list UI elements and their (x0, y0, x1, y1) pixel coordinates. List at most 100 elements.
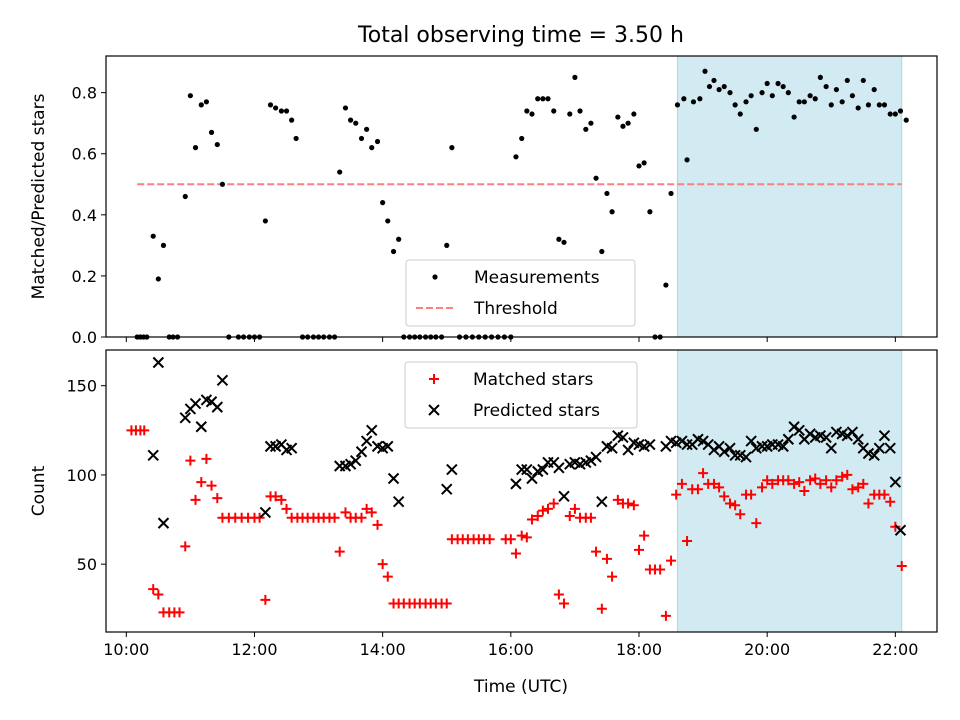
data-point-matched (505, 534, 516, 545)
data-point-predicted (894, 524, 907, 536)
data-point-predicted (681, 438, 693, 451)
data-point (198, 102, 204, 108)
data-point-matched (601, 553, 612, 564)
data-point (844, 77, 850, 84)
data-point-matched (751, 518, 762, 529)
legend-marker-dot (432, 274, 438, 280)
data-point-predicted (841, 429, 853, 442)
data-point-matched (591, 546, 602, 557)
data-point-predicted (782, 433, 795, 445)
data-point-matched (757, 482, 768, 493)
data-point-predicted (889, 476, 902, 488)
data-point (369, 145, 375, 151)
data-point-matched (596, 603, 607, 614)
data-point (561, 239, 567, 245)
data-point (364, 126, 370, 132)
data-point-predicted (392, 496, 405, 508)
data-point-matched (180, 541, 191, 552)
data-point (593, 175, 599, 181)
data-point (385, 218, 391, 224)
data-point (881, 102, 888, 108)
data-point-predicted (740, 451, 752, 463)
data-point-matched (633, 544, 644, 555)
data-point-predicted (382, 440, 394, 453)
data-point (192, 145, 199, 151)
y-tick-label: 150 (66, 377, 97, 396)
data-point (208, 129, 215, 135)
data-point-matched (521, 532, 532, 543)
data-point-predicted (745, 435, 757, 447)
data-point (684, 157, 690, 163)
data-point (293, 135, 299, 142)
data-point (353, 120, 359, 126)
legend-label: Threshold (473, 299, 558, 319)
data-point (663, 282, 669, 288)
data-point-predicted (179, 412, 191, 424)
data-point-matched (553, 589, 564, 600)
data-point (812, 96, 818, 102)
data-point-matched (510, 548, 521, 559)
x-tick-label: 16:00 (488, 640, 534, 659)
x-tick-label: 22:00 (872, 640, 918, 659)
data-point-matched (714, 482, 725, 493)
data-point-predicted (355, 446, 368, 458)
y-tick-label: 0.4 (72, 206, 97, 225)
y-tick-label: 0.0 (72, 328, 97, 347)
data-point (214, 141, 220, 148)
data-point-matched (340, 507, 351, 518)
data-point (748, 93, 754, 99)
y-tick-label: 50 (77, 555, 97, 574)
data-point-matched (190, 494, 201, 505)
data-point (267, 102, 274, 108)
legend-box (405, 259, 636, 327)
data-point-predicted (606, 442, 618, 454)
data-point-matched (185, 455, 196, 466)
shaded-interval (676, 349, 903, 633)
data-point-matched (276, 494, 287, 505)
data-point (337, 169, 343, 175)
data-point-matched (799, 486, 810, 496)
data-point-predicted (216, 374, 229, 387)
data-point-predicted (553, 462, 565, 474)
data-point (625, 120, 631, 126)
data-point (807, 93, 813, 99)
data-point-matched (858, 478, 869, 489)
data-point (706, 83, 713, 90)
x-tick-label: 14:00 (360, 640, 406, 659)
data-point-matched (885, 496, 896, 507)
data-point-predicted (777, 440, 789, 453)
data-point (262, 218, 268, 224)
data-point-matched (201, 453, 212, 464)
data-point (780, 83, 786, 90)
data-point-matched (281, 503, 292, 514)
data-point-matched (334, 546, 345, 557)
data-point (631, 111, 637, 117)
data-point-matched (212, 493, 223, 504)
data-point (753, 126, 759, 132)
data-point-matched (441, 598, 452, 609)
y-tick-label: 0.2 (72, 267, 97, 286)
data-point-predicted (718, 446, 730, 458)
data-point-predicted (441, 483, 453, 495)
data-point-matched (196, 477, 207, 488)
data-point-predicted (264, 440, 277, 453)
data-point (567, 111, 573, 117)
data-point (396, 236, 402, 242)
data-point-matched (139, 425, 150, 436)
data-point-predicted (537, 463, 549, 476)
data-point-matched (516, 530, 527, 541)
data-point-predicted (585, 454, 597, 467)
data-point-matched (821, 475, 832, 486)
data-point-predicted (793, 424, 805, 437)
data-point-matched (254, 512, 265, 523)
data-point (775, 80, 781, 87)
data-point-predicted (676, 435, 688, 447)
y-axis-label: Matched/Predicted stars (29, 93, 49, 299)
data-point (535, 96, 541, 102)
data-point-matched (655, 564, 666, 575)
data-point (697, 96, 703, 102)
data-point-matched (853, 482, 864, 493)
data-point (791, 114, 797, 120)
data-point-predicted (878, 429, 891, 442)
